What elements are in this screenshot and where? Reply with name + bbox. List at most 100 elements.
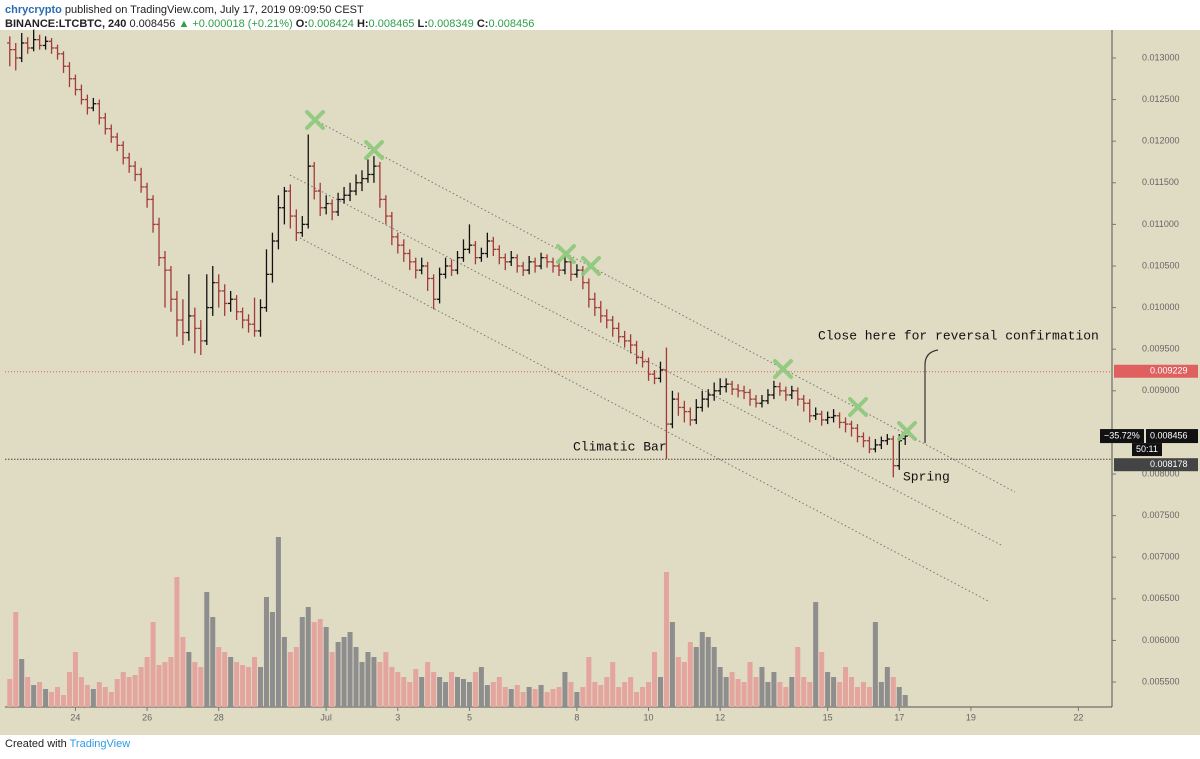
o-label: O: [295, 18, 308, 30]
brand[interactable]: TradingView [69, 738, 131, 750]
y-tick-label: 0.010000 [1142, 302, 1180, 312]
volume-bar [801, 677, 807, 707]
ohlc-bar [365, 159, 371, 183]
x-marker-stroke [773, 359, 793, 379]
y-tick-label: 0.009500 [1142, 344, 1180, 354]
channel-lines [289, 119, 1016, 603]
ohlc-bar [854, 424, 861, 443]
ohlc-bar [866, 436, 873, 454]
volume-bar [413, 669, 419, 707]
volume-bar [156, 665, 162, 707]
volume-bar [723, 677, 729, 707]
ohlc-bar [675, 392, 682, 416]
ohlc-bar [341, 186, 347, 204]
ohlc-bar [633, 340, 640, 365]
ohlc-bar [401, 239, 407, 262]
volume-bar [568, 682, 574, 707]
x-tick-label: 24 [70, 712, 80, 722]
volume-bar [884, 667, 890, 707]
volume-bar [890, 677, 896, 707]
volume-bar [287, 652, 293, 707]
ohlc-bar [180, 299, 186, 346]
ohlc-bar [389, 211, 395, 246]
volume-bar [514, 685, 520, 707]
ohlc-bar [884, 434, 891, 445]
created-with: Created with [5, 738, 67, 750]
ohlc-bar [299, 216, 305, 237]
ohlc-bar [84, 94, 91, 115]
ohlc-bar [430, 274, 437, 310]
volume-bar [31, 685, 37, 707]
volume-bar [359, 662, 365, 707]
volume-bar [240, 665, 246, 707]
volume-bar [138, 667, 144, 707]
ohlc-bar [210, 265, 216, 316]
volume-bar [365, 652, 371, 707]
symbol: BINANCE:LTCBTC, 240 [5, 18, 127, 30]
level-label: 0.008178 [1150, 459, 1188, 469]
volume-bar [604, 677, 610, 707]
volume-bar [222, 652, 228, 707]
x-marker [848, 397, 868, 417]
volume-bar [628, 677, 634, 707]
volume-bar [437, 677, 443, 707]
volume-bar [532, 689, 538, 707]
l-label: L: [417, 18, 428, 30]
volume-bar [705, 637, 711, 707]
h-label: H: [356, 18, 369, 30]
ohlc-bar [347, 182, 353, 202]
ohlc-bar [329, 199, 335, 221]
y-tick-label: 0.012000 [1142, 136, 1180, 146]
ohlc-bar [287, 184, 294, 229]
volume-bar [508, 689, 514, 707]
volume-bar [657, 677, 663, 707]
volume-bar [663, 572, 669, 707]
volume-bar [37, 682, 43, 707]
volume-bar [878, 682, 884, 707]
ohlc-bar [592, 292, 598, 316]
volume-bar [741, 682, 747, 707]
ohlc-bar [598, 300, 604, 323]
x-tick-label: 12 [715, 712, 725, 722]
ohlc-bar [317, 182, 323, 217]
ohlc-bar [239, 307, 246, 329]
y-tick-label: 0.008000 [1142, 468, 1180, 478]
volume-bar [13, 612, 19, 707]
volume-bar [687, 642, 693, 707]
volume-bar [807, 682, 813, 707]
volume-bar [449, 672, 455, 707]
y-tick-label: 0.011000 [1142, 219, 1179, 229]
ohlc-bar [639, 350, 646, 368]
ohlc-bar [878, 436, 885, 450]
volume-bar [78, 677, 84, 707]
volume-bar [443, 682, 449, 707]
ohlc-bar [24, 37, 31, 54]
header: chrycrypto published on TradingView.com,… [5, 3, 534, 31]
ohlc-bar [514, 254, 520, 273]
last-price: 0.008456 [129, 18, 176, 30]
published: published on TradingView.com, July 17, 2… [64, 4, 364, 16]
last-price-box [1146, 429, 1198, 444]
volume-bar [269, 612, 275, 707]
volume-bar [102, 687, 108, 707]
ohlc-bar [383, 195, 389, 225]
volume-bar [228, 657, 234, 707]
volume-bar [634, 692, 640, 707]
volume-bar [622, 682, 628, 707]
volume-bar [84, 685, 90, 707]
ohlc-bar [711, 382, 717, 401]
volume-bar [819, 652, 825, 707]
y-tick-label: 0.009000 [1142, 385, 1180, 395]
level-label: 0.009229 [1150, 366, 1188, 376]
volume-bar [174, 577, 180, 707]
ohlc-bar [717, 378, 723, 395]
ohlc-bar [144, 182, 150, 208]
volume-bar [126, 677, 132, 707]
ohlc-bar [222, 284, 228, 316]
x-tick-label: 17 [894, 712, 904, 722]
ohlc-bar [359, 170, 365, 192]
header-line-1: chrycrypto published on TradingView.com,… [5, 3, 534, 17]
volume-bar [198, 667, 204, 707]
ohlc-bar [174, 290, 180, 337]
ohlc-bar [574, 264, 580, 278]
